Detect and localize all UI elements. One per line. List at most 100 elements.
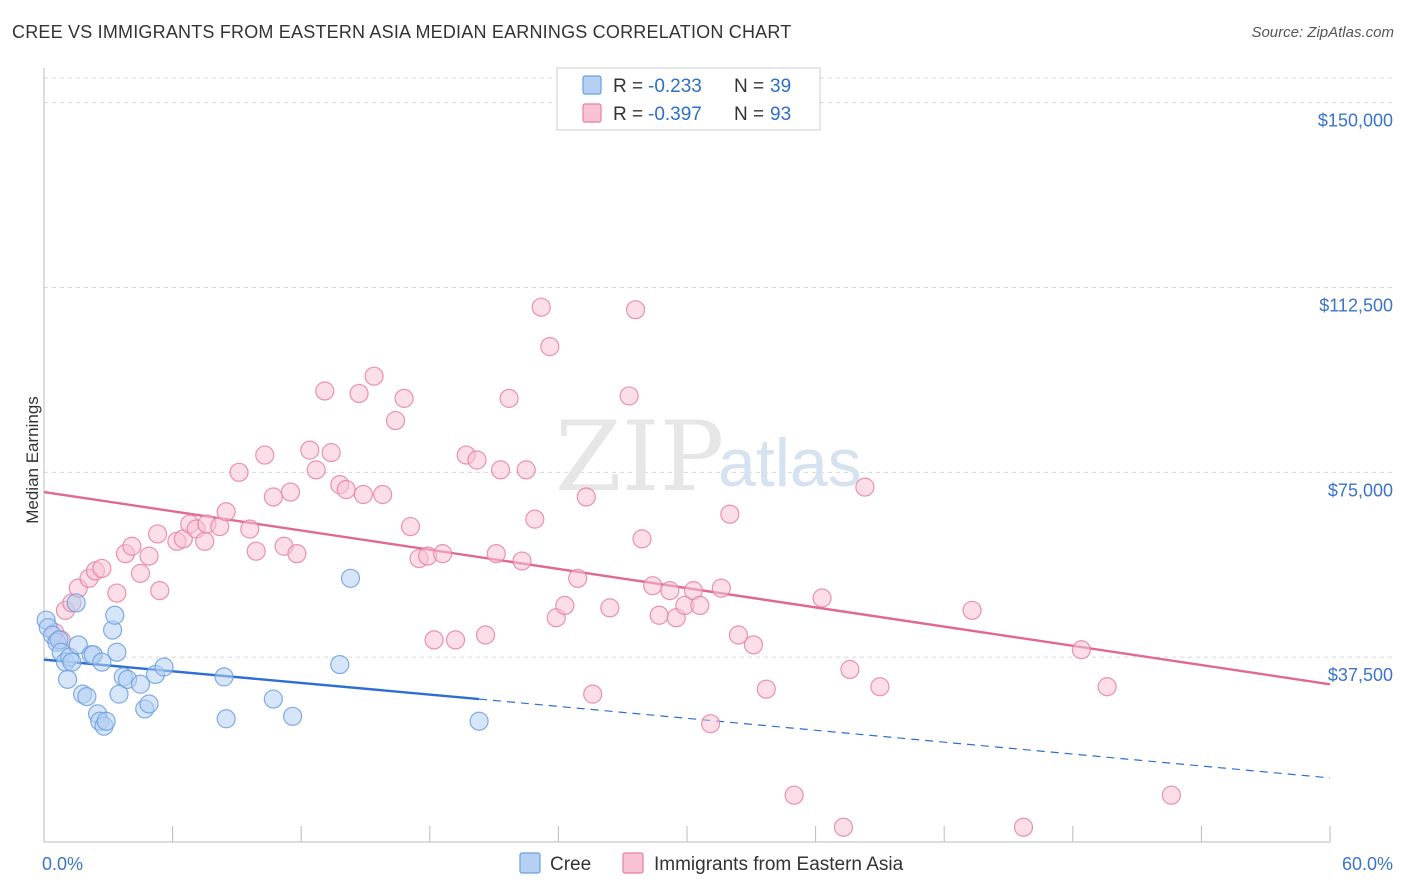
asia-point bbox=[756, 679, 776, 699]
source-credit: Source: ZipAtlas.com bbox=[1251, 24, 1394, 41]
asia-point bbox=[583, 684, 603, 704]
y-tick-label: $37,500 bbox=[1328, 665, 1393, 685]
cree-point bbox=[263, 689, 283, 709]
asia-point bbox=[229, 462, 249, 482]
asia-point bbox=[870, 677, 890, 697]
asia-point bbox=[364, 366, 384, 386]
cree-point bbox=[469, 711, 489, 731]
legend-n-value-asia: 93 bbox=[770, 104, 791, 125]
legend-n-label-cree: N = bbox=[734, 76, 764, 97]
cree-point bbox=[77, 686, 97, 707]
asia-point bbox=[1071, 640, 1091, 660]
asia-point bbox=[833, 817, 854, 837]
asia-point bbox=[246, 541, 266, 561]
legend-swatch-cree bbox=[582, 75, 602, 95]
asia-point bbox=[150, 581, 170, 601]
asia-point bbox=[490, 460, 511, 480]
y-tick-label: $112,500 bbox=[1319, 295, 1393, 315]
asia-point bbox=[486, 544, 506, 564]
asia-point bbox=[445, 630, 466, 650]
data-points bbox=[36, 297, 1181, 837]
asia-point bbox=[92, 558, 112, 579]
asia-point bbox=[433, 544, 453, 564]
legend-n-value-cree: 39 bbox=[770, 76, 791, 97]
asia-point bbox=[315, 381, 335, 401]
asia-point bbox=[216, 502, 236, 522]
legend-r-label-asia: R = bbox=[613, 104, 643, 125]
y-axis-label: Median Earnings bbox=[23, 396, 42, 524]
x-tick-label-max: 60.0% bbox=[1342, 854, 1393, 874]
asia-point bbox=[625, 300, 646, 320]
asia-point bbox=[643, 576, 663, 596]
asia-point bbox=[467, 450, 487, 470]
asia-point bbox=[499, 388, 519, 408]
gridlines bbox=[44, 77, 1395, 658]
asia-point bbox=[321, 443, 341, 463]
asia-point bbox=[576, 487, 596, 507]
cree-point bbox=[68, 635, 88, 655]
asia-point bbox=[373, 484, 393, 505]
cree-point bbox=[340, 568, 361, 588]
asia-point bbox=[568, 568, 588, 588]
cree-trend-line bbox=[43, 658, 480, 701]
cree-point bbox=[57, 669, 78, 689]
legend-r-value-asia: -0.397 bbox=[648, 104, 702, 125]
asia-point bbox=[512, 551, 532, 571]
asia-point bbox=[840, 659, 860, 680]
legend-r-value-cree: -0.233 bbox=[648, 76, 702, 97]
asia-point bbox=[400, 516, 421, 537]
correlation-legend: R = -0.233 N = 39 R = -0.397 N = 93 bbox=[556, 67, 821, 131]
asia-point bbox=[525, 509, 545, 529]
cree-point bbox=[92, 652, 112, 672]
cree-point bbox=[62, 652, 82, 672]
asia-point bbox=[962, 600, 982, 620]
asia-point bbox=[475, 625, 496, 645]
asia-point bbox=[107, 583, 127, 603]
asia-point bbox=[812, 588, 832, 608]
cree-point bbox=[105, 605, 125, 625]
asia-point bbox=[424, 630, 444, 650]
asia-point bbox=[690, 595, 710, 616]
cree-point bbox=[283, 706, 303, 726]
bottom-legend-label-cree: Cree bbox=[550, 854, 591, 875]
x-tick-label-min: 0.0% bbox=[42, 854, 83, 874]
asia-point bbox=[555, 595, 575, 616]
cree-trend-extension bbox=[479, 698, 1331, 779]
asia-point bbox=[139, 546, 159, 566]
asia-point bbox=[349, 383, 369, 404]
watermark-atlas: atlas bbox=[718, 425, 862, 501]
asia-point bbox=[1161, 785, 1181, 805]
cree-point bbox=[96, 711, 116, 731]
asia-point bbox=[1013, 817, 1034, 837]
chart-title: CREE VS IMMIGRANTS FROM EASTERN ASIA MED… bbox=[12, 22, 792, 42]
asia-point bbox=[147, 524, 168, 544]
asia-point bbox=[336, 479, 356, 500]
asia-point bbox=[287, 544, 307, 564]
asia-point bbox=[784, 785, 804, 805]
asia-point bbox=[516, 460, 536, 480]
asia-point bbox=[1097, 677, 1117, 697]
asia-point bbox=[632, 529, 652, 549]
y-tick-label: $150,000 bbox=[1318, 111, 1393, 131]
asia-point bbox=[743, 635, 764, 655]
asia-point bbox=[263, 487, 283, 507]
cree-point bbox=[130, 674, 151, 694]
asia-point bbox=[855, 477, 875, 497]
asia-point bbox=[255, 445, 275, 465]
asia-point bbox=[600, 598, 620, 618]
cree-point bbox=[139, 694, 159, 714]
cree-point bbox=[66, 593, 86, 613]
x-tick-labels: 0.0% 60.0% bbox=[42, 854, 1393, 874]
asia-point bbox=[353, 484, 373, 505]
asia-point bbox=[195, 531, 215, 551]
asia-point bbox=[540, 337, 560, 357]
axes bbox=[43, 68, 1331, 843]
asia-point bbox=[122, 536, 142, 556]
asia-point bbox=[306, 460, 326, 480]
y-tick-labels: $150,000 $112,500 $75,000 $37,500 bbox=[1318, 111, 1393, 686]
legend-swatch-asia bbox=[582, 103, 602, 123]
cree-point bbox=[214, 667, 234, 687]
cree-point bbox=[154, 657, 174, 677]
asia-point bbox=[711, 578, 731, 598]
